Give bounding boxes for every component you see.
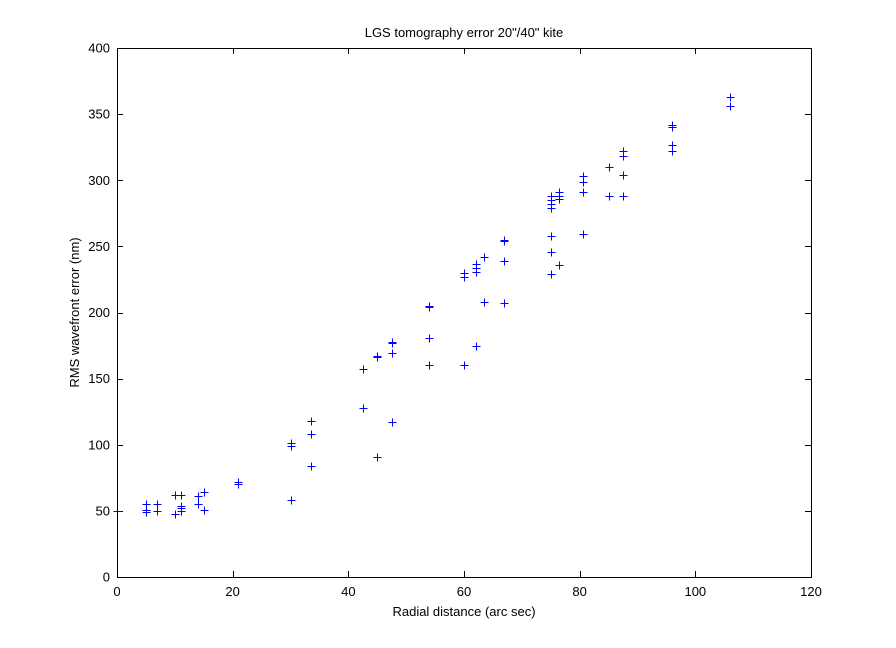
data-point xyxy=(500,257,509,266)
data-point xyxy=(359,365,368,374)
data-point xyxy=(547,232,556,241)
data-point xyxy=(200,506,209,515)
data-points xyxy=(113,93,735,519)
data-point xyxy=(547,248,556,257)
x-axis-label: Radial distance (arc sec) xyxy=(392,604,535,619)
data-point xyxy=(668,121,677,130)
x-tick-label: 80 xyxy=(572,584,586,599)
data-point xyxy=(726,93,735,102)
data-point xyxy=(579,188,588,197)
data-point xyxy=(307,430,316,439)
data-point xyxy=(153,507,162,516)
data-point xyxy=(472,260,481,269)
data-point xyxy=(726,102,735,111)
y-tick-label: 250 xyxy=(88,239,110,254)
data-point xyxy=(153,500,162,509)
y-tick-label: 0 xyxy=(103,570,110,585)
axis-ticks: 0 20 40 60 80 100 120 0 50 100 150 200 250 300 350 400 xyxy=(88,41,822,600)
data-point xyxy=(480,253,489,262)
data-point xyxy=(619,147,628,156)
data-point xyxy=(194,500,203,509)
data-point xyxy=(460,269,469,278)
data-point xyxy=(307,417,316,426)
x-tick-label: 120 xyxy=(800,584,822,599)
data-point xyxy=(619,192,628,201)
plot-area-frame xyxy=(117,48,812,578)
x-tick-label: 60 xyxy=(457,584,471,599)
y-tick-label: 200 xyxy=(88,305,110,320)
data-point xyxy=(500,299,509,308)
y-tick-label: 350 xyxy=(88,107,110,122)
data-point xyxy=(547,192,556,201)
data-point xyxy=(555,188,564,197)
data-point xyxy=(194,492,203,501)
data-point xyxy=(177,502,186,511)
data-point xyxy=(171,510,180,519)
data-point xyxy=(307,462,316,471)
data-point xyxy=(425,302,434,311)
data-point xyxy=(200,488,209,497)
data-point xyxy=(605,163,614,172)
data-point xyxy=(373,453,382,462)
data-point xyxy=(500,236,509,245)
x-tick-label: 0 xyxy=(113,584,120,599)
data-point xyxy=(460,361,469,370)
y-tick-label: 400 xyxy=(88,41,110,56)
data-point xyxy=(234,478,243,487)
data-point xyxy=(287,439,296,448)
data-point xyxy=(359,404,368,413)
data-point xyxy=(425,361,434,370)
x-tick-label: 20 xyxy=(225,584,239,599)
data-point xyxy=(177,491,186,500)
y-tick-label: 100 xyxy=(88,437,110,452)
data-point xyxy=(619,171,628,180)
data-point xyxy=(388,418,397,427)
data-point xyxy=(579,172,588,181)
data-point xyxy=(605,192,614,201)
y-tick-label: 50 xyxy=(96,503,110,518)
data-point xyxy=(555,261,564,270)
y-tick-label: 150 xyxy=(88,371,110,386)
data-point xyxy=(480,298,489,307)
y-tick-label: 300 xyxy=(88,173,110,188)
data-point xyxy=(287,496,296,505)
x-tick-label: 100 xyxy=(684,584,706,599)
data-point xyxy=(142,500,151,509)
data-point xyxy=(668,141,677,150)
y-axis-label: RMS wavefront error (nm) xyxy=(67,237,82,387)
data-point xyxy=(547,270,556,279)
data-point xyxy=(373,352,382,361)
data-point xyxy=(472,342,481,351)
data-point xyxy=(388,349,397,358)
chart-title: LGS tomography error 20"/40" kite xyxy=(365,25,564,40)
data-point xyxy=(425,334,434,343)
data-point xyxy=(388,338,397,347)
data-point xyxy=(579,230,588,239)
x-tick-label: 40 xyxy=(341,584,355,599)
